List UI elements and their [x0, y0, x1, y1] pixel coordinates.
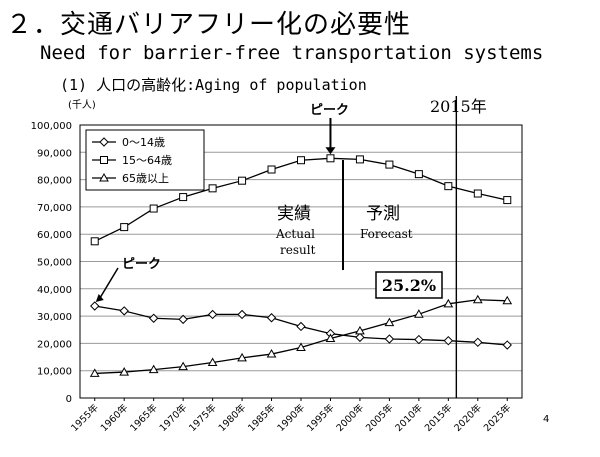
data-point-square [385, 160, 394, 169]
y-tick-label: 30,000 [37, 312, 72, 323]
data-point-square [473, 189, 482, 198]
peak-label-top: ピーク [310, 103, 349, 118]
data-point-diamond [473, 337, 483, 348]
actual-label-en-1: Actual [275, 227, 315, 241]
x-tick-label: 1965年 [127, 401, 160, 434]
data-point-diamond [148, 313, 159, 323]
data-point-triangle [119, 367, 130, 376]
x-tick-label: 2025年 [481, 401, 514, 434]
data-point-triangle [237, 352, 247, 362]
slide-title: ２．交通バリアフリー化の必要性 [6, 10, 412, 40]
data-point-square [208, 184, 217, 193]
forecast-label-en: Forecast [360, 227, 413, 241]
x-tick-label: 2005年 [363, 401, 396, 434]
y-tick-label: 90,000 [37, 148, 72, 159]
data-point-triangle [414, 309, 424, 318]
legend-label: 15～64歳 [122, 154, 172, 167]
data-point-diamond [384, 334, 395, 344]
data-point-diamond [237, 309, 247, 320]
x-tick-label: 1995年 [304, 401, 337, 434]
x-tick-label: 2015年 [422, 401, 455, 434]
forecast-label-ja: 予測 [366, 204, 400, 224]
legend-marker-triangle [99, 172, 109, 182]
data-point-triangle [266, 349, 277, 358]
y-tick-label: 70,000 [37, 203, 72, 214]
data-point-triangle [355, 325, 365, 335]
x-tick-label: 1975年 [186, 401, 219, 434]
x-tick-label: 1970年 [157, 401, 190, 434]
x-tick-label: 1985年 [245, 401, 278, 434]
data-point-diamond [355, 332, 365, 343]
data-point-diamond [296, 321, 306, 332]
y-tick-label: 60,000 [37, 230, 72, 241]
legend-marker-square [100, 156, 108, 164]
legend-label: 0～14歳 [122, 136, 165, 149]
y-tick-label: 40,000 [37, 285, 72, 296]
share-65plus-box [375, 271, 443, 299]
y-tick-label: 0 [66, 394, 72, 405]
data-point-triangle [178, 361, 188, 371]
data-point-square [503, 196, 512, 205]
peak-arrowhead-top [325, 147, 336, 155]
data-point-diamond [266, 313, 277, 323]
peak-arrowhead-left [95, 293, 104, 302]
peak-label-left: ピーク [122, 257, 161, 272]
data-point-triangle [296, 342, 306, 351]
data-point-square [120, 223, 129, 232]
data-point-diamond [414, 334, 424, 345]
y-tick-label: 10,000 [37, 367, 72, 378]
data-point-triangle [207, 357, 218, 367]
data-point-square [179, 193, 188, 202]
legend-marker-diamond [99, 137, 109, 147]
data-point-square [355, 155, 364, 164]
data-point-square [326, 154, 335, 163]
data-point-square [90, 237, 99, 246]
section-heading: (1) 人口の高齢化:Aging of population [60, 76, 367, 94]
page-number: 4 [543, 414, 550, 425]
series-line-triangle [94, 299, 508, 375]
data-point-square [444, 182, 453, 191]
y-tick-label: 50,000 [37, 258, 72, 269]
actual-label-ja: 実績 [277, 204, 311, 224]
data-point-square [149, 204, 158, 213]
data-point-triangle [148, 364, 159, 374]
data-point-diamond [443, 335, 454, 346]
data-point-triangle [472, 294, 483, 304]
data-point-diamond [207, 309, 218, 320]
x-tick-label: 1960年 [98, 401, 131, 434]
data-point-triangle [384, 317, 395, 327]
x-tick-label: 2000年 [334, 401, 367, 434]
y-tick-label: 20,000 [37, 339, 72, 350]
x-tick-label: 1980年 [216, 401, 249, 434]
x-tick-label: 1955年 [69, 401, 102, 434]
data-point-diamond [502, 340, 512, 350]
data-point-square [267, 165, 276, 174]
data-point-triangle [89, 368, 100, 377]
data-point-square [238, 176, 247, 185]
data-point-triangle [325, 333, 336, 342]
data-point-triangle [443, 298, 454, 308]
data-point-square [297, 156, 305, 165]
data-point-triangle [502, 295, 513, 305]
data-point-diamond [178, 314, 188, 325]
forecast-divider-label: 2015年 [430, 97, 487, 116]
x-tick-label: 2020年 [452, 401, 485, 434]
data-point-square [414, 170, 423, 179]
legend-label: 65歳以上 [122, 172, 169, 185]
slide-subtitle: Need for barrier-free transportation sys… [40, 42, 544, 64]
y-tick-label: 80,000 [37, 176, 72, 187]
share-65plus-label: 25.2% [382, 276, 436, 295]
y-axis-unit: (千人) [68, 99, 96, 111]
x-tick-label: 2010年 [393, 401, 426, 434]
peak-arrow-left [98, 267, 119, 301]
data-point-diamond [119, 306, 129, 316]
x-tick-label: 1990年 [275, 401, 308, 434]
data-point-diamond [90, 301, 100, 311]
y-tick-label: 100,000 [31, 121, 72, 132]
actual-label-en-2: result [280, 243, 316, 257]
